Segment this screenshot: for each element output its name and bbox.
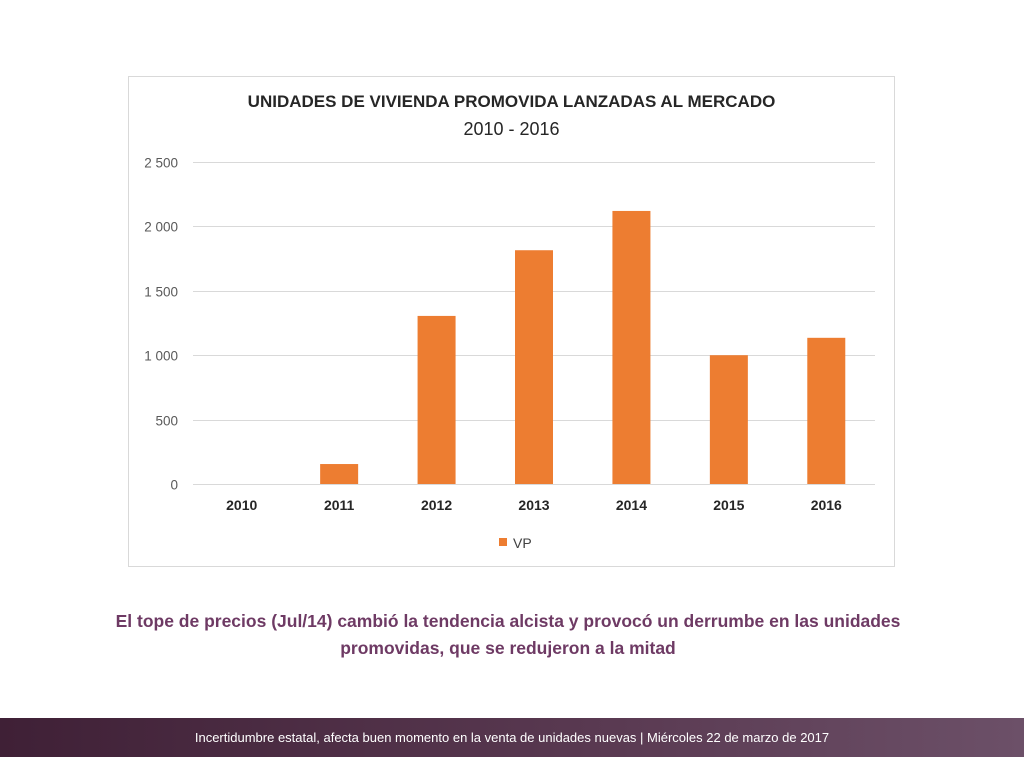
legend: VP bbox=[499, 535, 532, 551]
x-tick-label: 2012 bbox=[421, 497, 452, 513]
legend-label: VP bbox=[513, 535, 532, 551]
bar-2014 bbox=[612, 210, 651, 484]
bar-2011 bbox=[320, 464, 359, 484]
slide-caption: El tope de precios (Jul/14) cambió la te… bbox=[115, 611, 901, 658]
x-tick-label: 2013 bbox=[518, 497, 549, 513]
footer-bar: Incertidumbre estatal, afecta buen momen… bbox=[0, 718, 1024, 757]
y-tick-label: 0 bbox=[170, 478, 178, 493]
x-tick-label: 2016 bbox=[811, 497, 842, 513]
y-axis-labels: 0 500 1 000 1 500 2 000 2 500 bbox=[144, 156, 178, 493]
bar-2013 bbox=[515, 250, 553, 484]
bar-2016 bbox=[807, 337, 846, 484]
y-tick-label: 1 000 bbox=[144, 349, 178, 364]
y-tick-label: 500 bbox=[155, 414, 178, 429]
x-tick-label: 2010 bbox=[226, 497, 257, 513]
bars bbox=[320, 210, 846, 484]
y-tick-label: 2 000 bbox=[144, 220, 178, 235]
x-axis-labels: 2010 2011 2012 2013 2014 2015 2016 bbox=[226, 497, 842, 513]
bar-2012 bbox=[417, 315, 456, 484]
chart-container: 0 500 1 000 1 500 2 000 2 500 2010 2011 2012 201… bbox=[128, 76, 895, 567]
chart-title: UNIDADES DE VIVIENDA PROMOVIDA LANZADAS … bbox=[247, 92, 776, 111]
x-tick-label: 2015 bbox=[713, 497, 744, 513]
x-tick-label: 2014 bbox=[616, 497, 647, 513]
y-tick-label: 2 500 bbox=[144, 156, 178, 171]
x-tick-label: 2011 bbox=[324, 497, 355, 513]
chart-subtitle: 2010 - 2016 bbox=[463, 119, 560, 139]
y-tick-label: 1 500 bbox=[144, 285, 178, 300]
legend-swatch bbox=[499, 538, 507, 546]
bar-2015 bbox=[709, 355, 748, 484]
footer-text: Incertidumbre estatal, afecta buen momen… bbox=[194, 730, 830, 745]
